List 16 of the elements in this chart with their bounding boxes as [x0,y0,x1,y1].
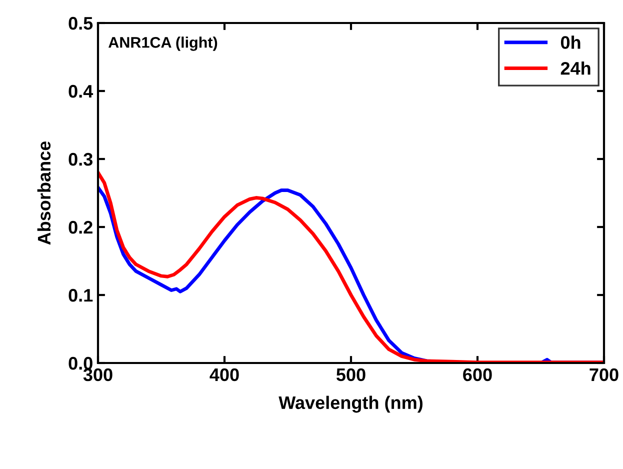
annotation: ANR1CA (light) [108,36,218,51]
legend-label: 0h [560,36,580,49]
y-tick-label: 0.2 [68,220,92,234]
y-tick-label: 0.5 [68,16,93,30]
x-tick-label: 400 [210,368,239,382]
y-tick-label: 0.4 [68,84,94,98]
x-tick-label: 700 [590,368,618,382]
x-tick-label: 600 [463,368,492,382]
y-tick-label: 0.1 [68,288,93,302]
x-axis-title: Wavelength (nm) [278,396,422,413]
x-tick-label: 500 [336,368,366,382]
y-tick-label: 0.0 [68,356,92,370]
legend-label: 24h [560,62,590,75]
y-axis-title: Absorbance [37,141,51,245]
x-tick-label: 300 [83,368,112,382]
y-tick-label: 0.3 [68,152,92,166]
